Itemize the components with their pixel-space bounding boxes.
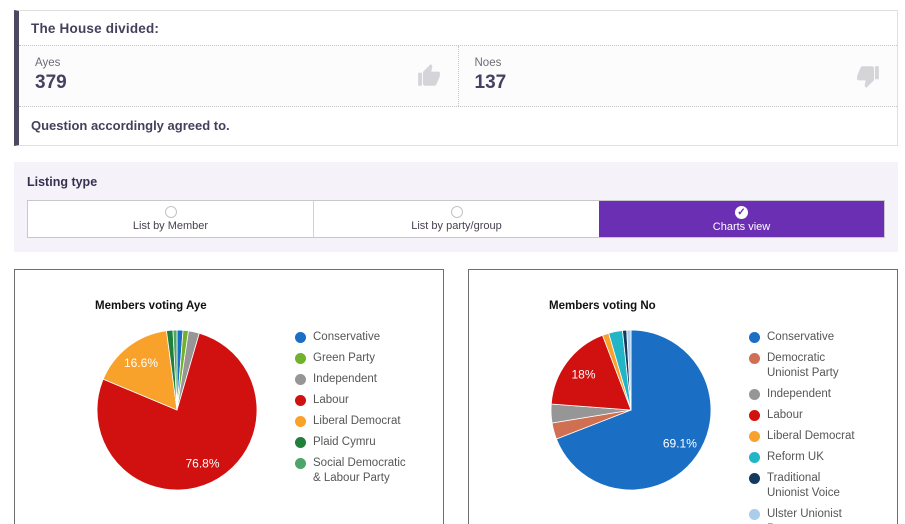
pie-slice-ulster-unionist-party[interactable] — [626, 329, 632, 411]
legend-swatch-icon — [295, 437, 306, 448]
legend-label: Green Party — [313, 352, 375, 364]
pie-percent-label: 76.8% — [185, 456, 219, 470]
legend-swatch-icon — [295, 332, 306, 343]
legend-item: Social Democratic & Labour Party — [295, 456, 410, 486]
chart-legend: Conservative Democratic Unionist Party Ind… — [749, 330, 864, 524]
pie-percent-label: 18% — [571, 368, 595, 382]
division-result-card: The House divided: Ayes 379 Noes 137 Que… — [14, 10, 898, 146]
noes-count: 137 — [474, 72, 507, 93]
legend-swatch-icon — [749, 353, 760, 364]
aye-pie-chart: 76.8% 16.6% — [96, 329, 258, 491]
legend-label: Labour — [313, 394, 349, 406]
legend-swatch-icon — [295, 416, 306, 427]
radio-unselected-icon[interactable] — [450, 206, 463, 218]
legend-label: Conservative — [313, 331, 381, 343]
ayes-cell: Ayes 379 — [19, 46, 459, 106]
legend-swatch-icon — [295, 374, 306, 385]
legend-item: Liberal Democrat — [749, 429, 864, 444]
chart-body: 69.1% 18% Conservative Democratic Unionist… — [469, 312, 897, 524]
no-pie-chart: 69.1% 18% — [550, 329, 712, 491]
legend-label: Liberal Democrat — [313, 415, 401, 427]
legend-label: Social Democratic & Labour Party — [313, 457, 406, 484]
division-header: The House divided: — [19, 11, 897, 45]
legend-item: Conservative — [295, 330, 410, 345]
thumbs-up-icon — [416, 63, 442, 89]
legend-swatch-icon — [749, 452, 760, 463]
ayes-count: 379 — [35, 72, 67, 93]
legend-label: Ulster Unionist Party — [767, 508, 842, 524]
pie-percent-label: 69.1% — [663, 436, 697, 450]
legend-swatch-icon — [749, 431, 760, 442]
legend-label: Independent — [767, 388, 831, 400]
option-label: List by party/group — [411, 220, 502, 232]
listing-type-panel: Listing type List by Member List by part… — [14, 162, 898, 252]
chart-legend: Conservative Green Party Independent Labour… — [295, 330, 410, 494]
legend-item: Conservative — [749, 330, 864, 345]
legend-item: Ulster Unionist Party — [749, 507, 864, 524]
option-label: List by Member — [132, 220, 209, 232]
legend-label: Conservative — [767, 331, 835, 343]
ayes-label: Ayes — [35, 57, 61, 69]
option-charts-view[interactable]: ✓ Charts view — [599, 201, 884, 237]
legend-label: Reform UK — [767, 451, 824, 463]
legend-label: Plaid Cymru — [313, 436, 376, 448]
pie-slice-labour[interactable] — [550, 334, 632, 411]
pie-slice-social-democratic-labour-party[interactable] — [172, 329, 178, 411]
pie-slice-conservative[interactable] — [555, 329, 712, 491]
pie-percent-label: 16.6% — [124, 356, 158, 370]
legend-label: Labour — [767, 409, 803, 421]
legend-swatch-icon — [749, 410, 760, 421]
legend-swatch-icon — [749, 332, 760, 343]
legend-item: Reform UK — [749, 450, 864, 465]
legend-item: Labour — [295, 393, 410, 408]
legend-item: Independent — [295, 372, 410, 387]
charts-row: Members voting Aye 76.8% 16.6% Conservati… — [14, 269, 898, 524]
option-list-by-member[interactable]: List by Member — [28, 201, 313, 237]
radio-unselected-icon[interactable] — [164, 206, 177, 218]
chart-title: Members voting Aye — [95, 300, 207, 312]
legend-swatch-icon — [749, 509, 760, 520]
option-label: Charts view — [712, 221, 771, 233]
legend-item: Plaid Cymru — [295, 435, 410, 450]
legend-item: Labour — [749, 408, 864, 423]
aye-votes-chart-card: Members voting Aye 76.8% 16.6% Conservati… — [14, 269, 444, 524]
pie-slice-liberal-democrat[interactable] — [102, 330, 178, 411]
legend-label: Independent — [313, 373, 377, 385]
legend-swatch-icon — [749, 473, 760, 484]
legend-item: Green Party — [295, 351, 410, 366]
noes-label: Noes — [474, 57, 502, 69]
listing-type-label: Listing type — [27, 175, 98, 189]
legend-item: Democratic Unionist Party — [749, 351, 864, 381]
legend-item: Traditional Unionist Voice — [749, 471, 864, 501]
division-title: The House divided: — [31, 21, 160, 36]
check-circle-icon: ✓ — [735, 206, 748, 219]
legend-swatch-icon — [295, 395, 306, 406]
division-outcome-text: Question accordingly agreed to. — [31, 118, 230, 133]
noes-cell: Noes 137 — [459, 46, 898, 106]
legend-label: Liberal Democrat — [767, 430, 855, 442]
vote-totals-row: Ayes 379 Noes 137 — [19, 45, 897, 107]
listing-type-segmented-control: List by Member List by party/group ✓ Cha… — [27, 200, 885, 238]
legend-label: Democratic Unionist Party — [767, 352, 839, 379]
legend-item: Independent — [749, 387, 864, 402]
option-list-by-party-group[interactable]: List by party/group — [313, 201, 599, 237]
chart-title: Members voting No — [549, 300, 656, 312]
chart-body: 76.8% 16.6% Conservative Green Party Indepe… — [15, 312, 443, 494]
legend-item: Liberal Democrat — [295, 414, 410, 429]
legend-swatch-icon — [295, 458, 306, 469]
thumbs-down-icon — [855, 63, 881, 89]
pie-slice-labour[interactable] — [96, 332, 258, 491]
legend-label: Traditional Unionist Voice — [767, 472, 840, 499]
legend-swatch-icon — [749, 389, 760, 400]
no-votes-chart-card: Members voting No 69.1% 18% Conservative D… — [468, 269, 898, 524]
legend-swatch-icon — [295, 353, 306, 364]
